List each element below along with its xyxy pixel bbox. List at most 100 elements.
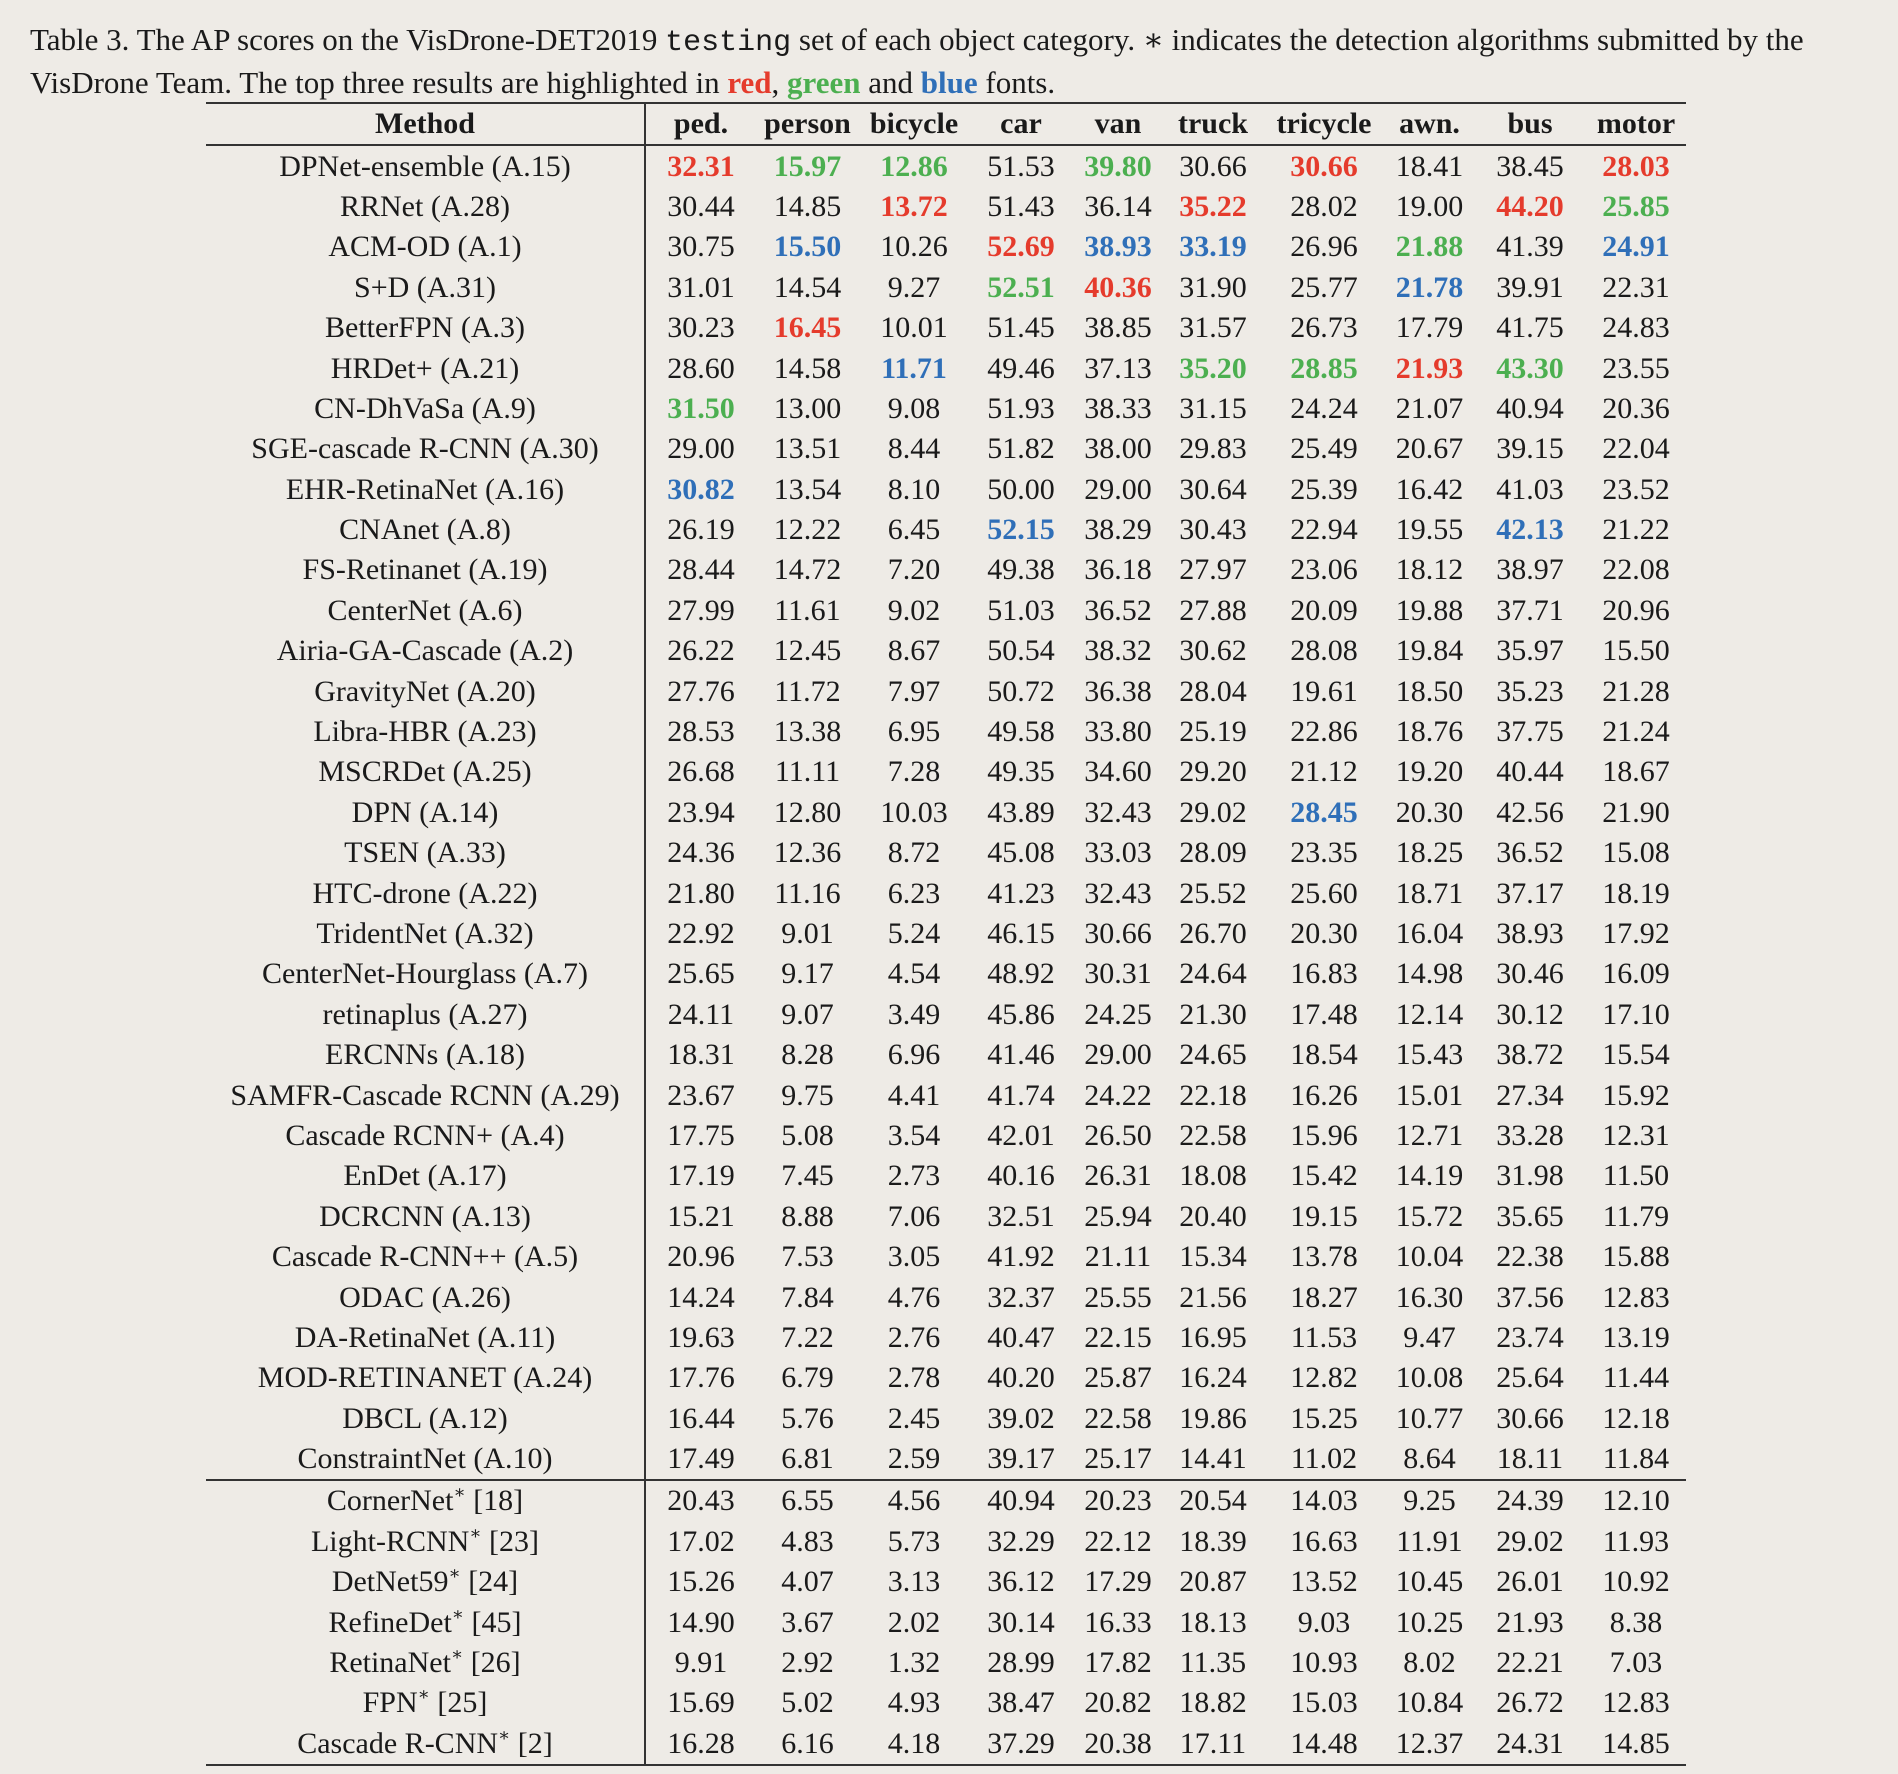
ap-cell-awn: 10.84 — [1395, 1686, 1464, 1720]
ap-cell-motor: 22.08 — [1602, 553, 1670, 587]
ap-cell-motor: 12.83 — [1602, 1686, 1670, 1720]
ap-cell-van: 24.22 — [1084, 1078, 1152, 1112]
ap-cell-bus: 38.45 — [1496, 149, 1564, 183]
ap-cell-bus: 25.64 — [1496, 1361, 1564, 1395]
method-name: CornerNet — [326, 1484, 454, 1518]
ap-cell-car: 51.82 — [987, 432, 1055, 466]
ap-cell-person: 13.51 — [773, 432, 842, 466]
ap-cell-motor: 11.79 — [1602, 1199, 1670, 1233]
ap-cell-van: 25.87 — [1084, 1361, 1152, 1395]
method-cell: Libra-HBR (A.23) — [206, 711, 646, 753]
ap-cell-person: 3.67 — [781, 1605, 834, 1639]
ap-cell-car: 40.94 — [969, 1479, 1073, 1522]
ap-cell-person: 5.08 — [781, 1118, 834, 1152]
ap-cell-person: 2.92 — [781, 1646, 834, 1680]
ap-cell-bus: 39.15 — [1496, 432, 1564, 466]
ap-cell-van: 32.43 — [1084, 795, 1152, 829]
header-bicycle: bicycle — [859, 101, 969, 147]
method-cell: ConstraintNet (A.10) — [206, 1438, 646, 1481]
ap-cell-motor: 25.85 — [1602, 189, 1670, 223]
ap-cell-truck: 20.54 — [1163, 1479, 1263, 1522]
ap-cell-motor: 12.10 — [1586, 1479, 1686, 1522]
method-cell: retinaplus (A.27) — [206, 994, 646, 1035]
table-row: HRDet+ (A.21) 28.60 14.58 11.71 49.46 37.13 35… — [206, 348, 1686, 389]
ap-cell-person: 14.58 — [773, 351, 842, 385]
ap-cell-awn: 19.00 — [1395, 189, 1464, 223]
ap-cell-van: 33.03 — [1084, 836, 1152, 870]
ap-cell-tricycle: 10.93 — [1290, 1646, 1358, 1680]
ap-cell-motor: 22.04 — [1602, 432, 1670, 466]
ap-cell-motor: 22.31 — [1602, 270, 1670, 304]
ap-cell-car: 51.93 — [987, 391, 1055, 425]
ap-cell-ped: 15.26 — [667, 1565, 735, 1599]
table-row: RefineDet∗ [45] 14.90 3.67 2.02 30.14 16.33 18… — [206, 1602, 1686, 1643]
ap-cell-car: 51.45 — [987, 311, 1055, 345]
ap-cell-tricycle: 16.63 — [1290, 1524, 1358, 1558]
ap-cell-person: 7.84 — [781, 1280, 834, 1314]
ap-cell-van: 17.82 — [1084, 1646, 1152, 1680]
ap-cell-bicycle: 8.72 — [887, 836, 941, 870]
ap-cell-person: 14.72 — [773, 553, 842, 587]
ap-cell-motor: 18.19 — [1602, 876, 1670, 910]
ap-cell-motor: 11.44 — [1602, 1361, 1670, 1395]
ap-cell-bicycle: 4.56 — [859, 1479, 969, 1522]
ap-cell-bicycle: 10.03 — [880, 795, 948, 829]
ap-cell-truck: 16.24 — [1179, 1361, 1247, 1395]
ap-cell-motor: 11.93 — [1602, 1524, 1670, 1558]
ap-cell-truck: 27.88 — [1179, 593, 1247, 627]
ap-cell-bicycle: 4.41 — [887, 1078, 941, 1112]
method-name: BetterFPN (A.3) — [325, 311, 525, 345]
ap-cell-motor: 21.24 — [1602, 715, 1670, 749]
ap-cell-ped: 25.65 — [667, 957, 735, 991]
method-name: ConstraintNet (A.10) — [297, 1442, 553, 1476]
method-name: HTC-drone (A.22) — [312, 876, 538, 910]
ap-cell-bus: 41.03 — [1496, 472, 1564, 506]
ap-cell-tricycle: 19.61 — [1290, 674, 1358, 708]
ap-cell-bicycle: 1.32 — [887, 1646, 941, 1680]
caption-testing-mono: testing — [665, 26, 792, 60]
ap-cell-ped: 30.82 — [667, 472, 735, 506]
method-cell: CenterNet-Hourglass (A.7) — [206, 954, 646, 995]
ap-cell-truck: 27.97 — [1179, 553, 1247, 587]
ap-cell-van: 38.85 — [1084, 311, 1152, 345]
ap-cell-bus: 38.97 — [1496, 553, 1564, 587]
ap-cell-person: 7.53 — [781, 1240, 834, 1274]
team-submission-marker: ∗ — [451, 1603, 465, 1624]
method-name: CNAnet (A.8) — [339, 513, 511, 547]
caption-sep-2: and — [860, 65, 921, 100]
table-row: EnDet (A.17) 17.19 7.45 2.73 40.16 26.31 18.08… — [206, 1156, 1686, 1197]
ap-cell-motor: 16.09 — [1602, 957, 1670, 991]
ap-cell-truck: 30.66 — [1179, 149, 1247, 183]
ap-cell-person: 13.38 — [773, 715, 842, 749]
ap-cell-tricycle: 20.09 — [1290, 593, 1358, 627]
header-tricycle: tricycle — [1263, 101, 1385, 147]
ap-cell-tricycle: 24.24 — [1290, 391, 1358, 425]
method-cell: Light-RCNN∗ [23] — [206, 1521, 646, 1563]
method-name: MOD-RETINANET (A.24) — [257, 1361, 593, 1395]
ap-cell-tricycle: 17.48 — [1290, 997, 1358, 1031]
table-row: ConstraintNet (A.10) 17.49 6.81 2.59 39.17 25… — [206, 1438, 1686, 1481]
table-row: Airia-GA-Cascade (A.2) 26.22 12.45 8.67 50.5… — [206, 631, 1686, 672]
ap-cell-van: 17.29 — [1084, 1565, 1152, 1599]
method-name: CenterNet-Hourglass (A.7) — [261, 957, 589, 991]
method-name: DetNet59 — [331, 1565, 449, 1599]
method-name: Cascade RCNN+ (A.4) — [285, 1118, 565, 1152]
table-row: DBCL (A.12) 16.44 5.76 2.45 39.02 22.58 19.86 1… — [206, 1398, 1686, 1439]
ap-cell-tricycle: 15.96 — [1290, 1118, 1358, 1152]
ap-cell-ped: 14.24 — [667, 1280, 735, 1314]
ap-cell-bus: 22.38 — [1496, 1240, 1564, 1274]
method-name: ODAC (A.26) — [339, 1280, 511, 1314]
method-name: ERCNNs (A.18) — [325, 1038, 525, 1072]
ap-cell-truck: 25.19 — [1179, 715, 1247, 749]
ap-cell-bus: 24.39 — [1474, 1479, 1586, 1522]
table-row: HTC-drone (A.22) 21.80 11.16 6.23 41.23 32.43… — [206, 873, 1686, 914]
method-cell: DetNet59∗ [24] — [206, 1562, 646, 1603]
method-name: CenterNet (A.6) — [327, 593, 523, 627]
ap-cell-tricycle: 25.49 — [1290, 432, 1358, 466]
ap-cell-ped: 24.36 — [667, 836, 735, 870]
ap-cell-ped: 28.44 — [667, 553, 735, 587]
ap-cell-car: 40.16 — [987, 1159, 1055, 1193]
ap-cell-tricycle: 28.85 — [1290, 351, 1358, 385]
ap-cell-ped: 26.22 — [667, 634, 735, 668]
method-cell: CN-DhVaSa (A.9) — [206, 388, 646, 430]
